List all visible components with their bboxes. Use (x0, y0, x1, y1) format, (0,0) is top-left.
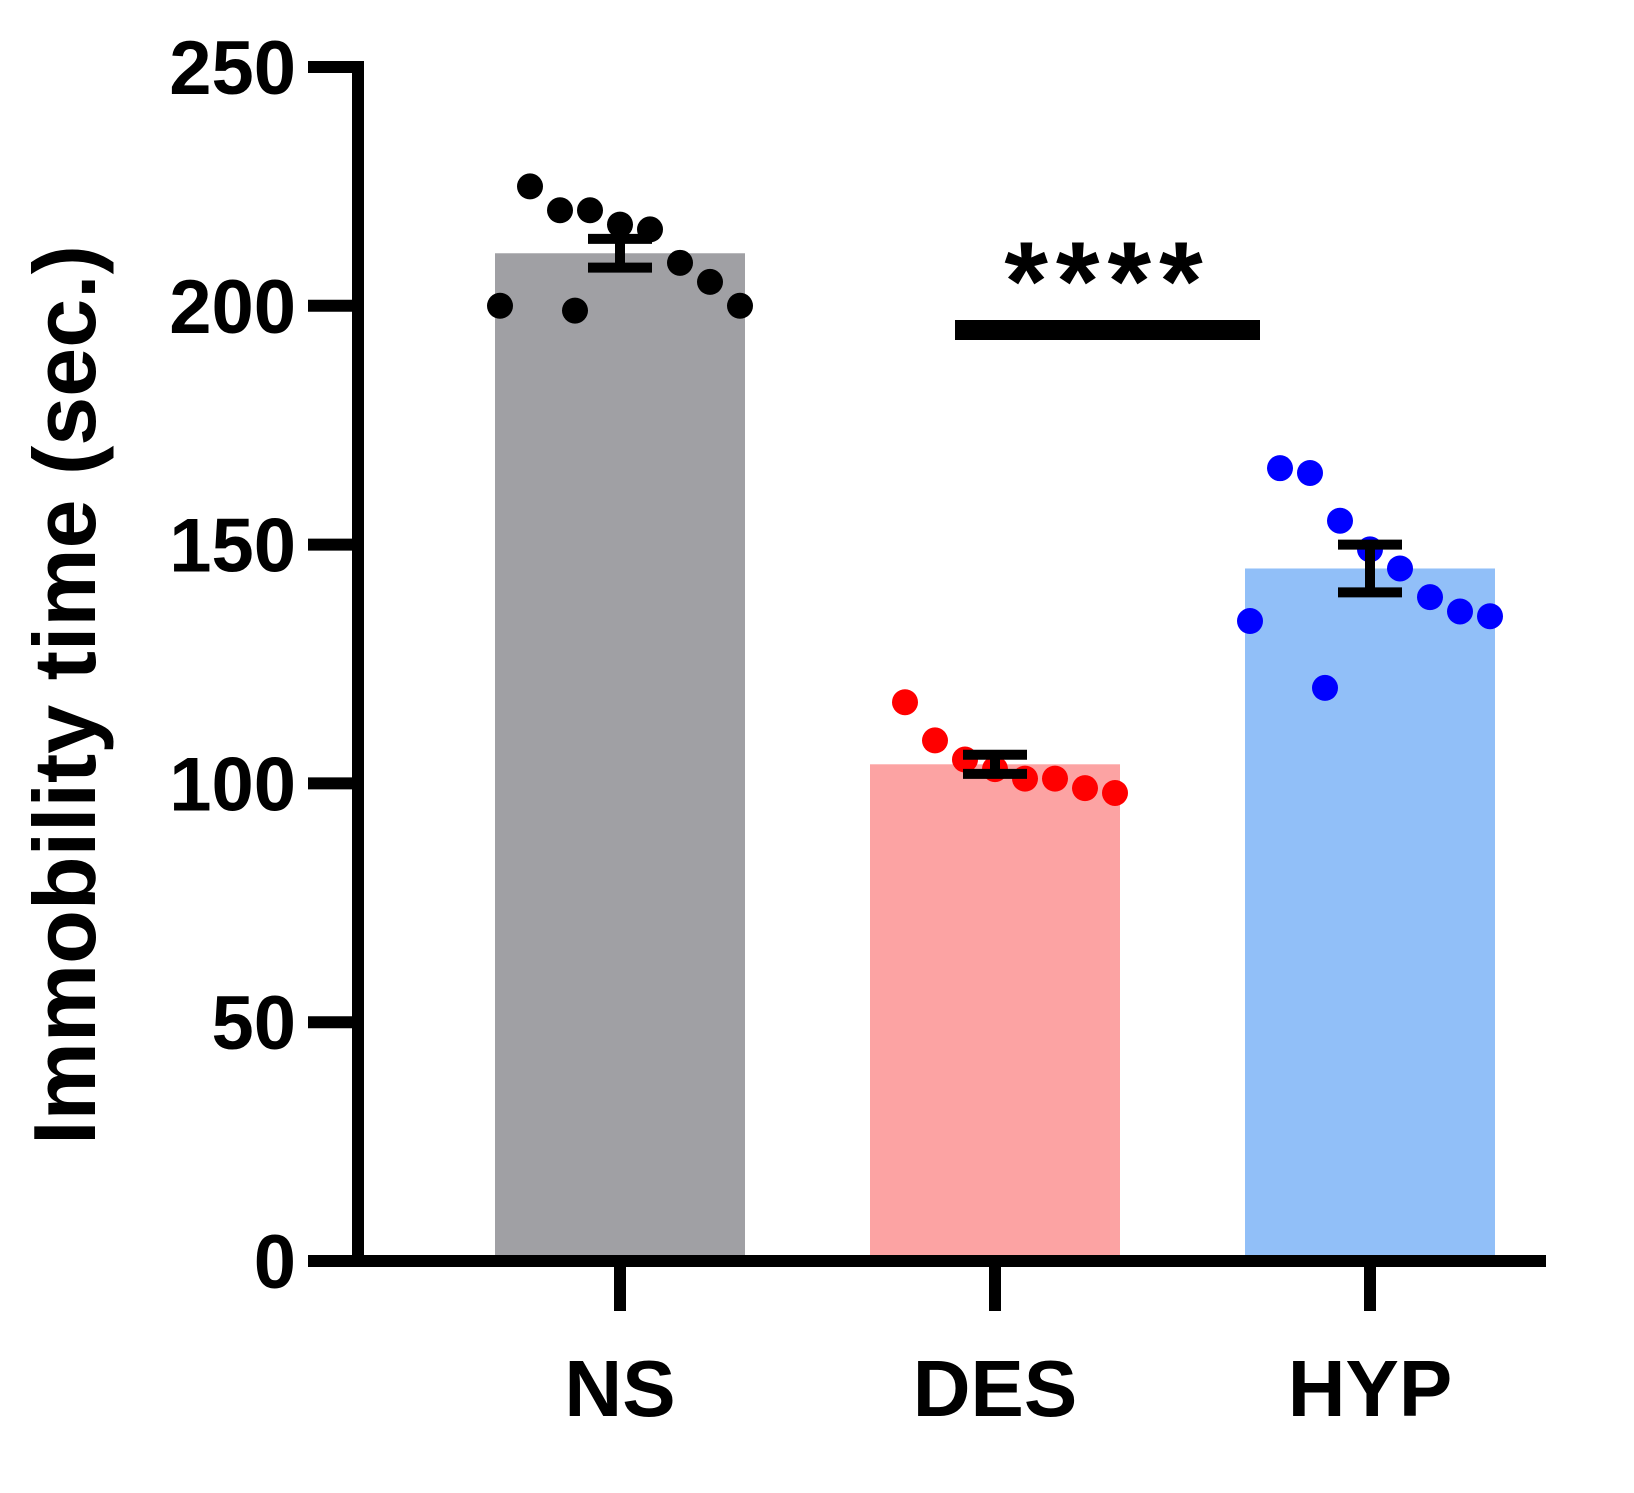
point-hyp-8 (1477, 603, 1503, 630)
point-des-7 (1072, 775, 1098, 802)
y-axis-title: Immobility time (sec.) (15, 245, 114, 1145)
error-bar-ns (588, 233, 652, 273)
y-tick-label-250: 250 (169, 26, 296, 111)
point-ns-10 (562, 297, 588, 324)
y-tick-label-150: 150 (169, 504, 296, 589)
point-hyp-1 (1267, 455, 1293, 482)
point-hyp-5 (1387, 555, 1413, 582)
x-tick-label-ns: NS (564, 1344, 675, 1433)
error-bar-hyp (1338, 539, 1402, 598)
point-ns-8 (727, 292, 753, 319)
y-tick-label-50: 50 (211, 981, 296, 1066)
axes-group (352, 61, 1546, 1267)
point-des-2 (922, 727, 948, 754)
point-ns-2 (547, 197, 573, 224)
y-tick-label-200: 200 (169, 265, 296, 350)
y-tick-label-0: 0 (254, 1220, 296, 1305)
point-ns-9 (487, 292, 513, 319)
y-tick-label-100: 100 (169, 742, 296, 827)
point-hyp-10 (1312, 674, 1338, 701)
x-tick-label-hyp: HYP (1288, 1344, 1453, 1433)
point-ns-6 (667, 249, 693, 276)
point-hyp-2 (1297, 459, 1323, 486)
bar-hyp (1245, 568, 1495, 1261)
point-hyp-6 (1417, 584, 1443, 611)
point-des-6 (1042, 765, 1068, 792)
points-group (487, 173, 1503, 806)
point-hyp-3 (1327, 507, 1353, 534)
bar-des (870, 764, 1120, 1261)
bars-group (495, 253, 1495, 1261)
point-des-1 (892, 689, 918, 716)
x-tick-label-des: DES (913, 1344, 1078, 1433)
point-ns-3 (577, 197, 603, 224)
x-ticks-group: NS DES HYP (564, 1261, 1452, 1433)
bar-ns (495, 253, 745, 1261)
error-bar-des (963, 749, 1027, 779)
point-ns-1 (517, 173, 543, 200)
point-ns-4 (607, 211, 633, 238)
significance-group: **** (955, 219, 1260, 344)
point-hyp-7 (1447, 598, 1473, 625)
error-bars-group (588, 233, 1402, 779)
point-hyp-9 (1237, 608, 1263, 635)
point-des-8 (1102, 779, 1128, 806)
y-ticks-group: 0 50 100 150 200 250 (169, 26, 358, 1305)
significance-label: **** (1004, 219, 1210, 344)
point-ns-7 (697, 268, 723, 295)
